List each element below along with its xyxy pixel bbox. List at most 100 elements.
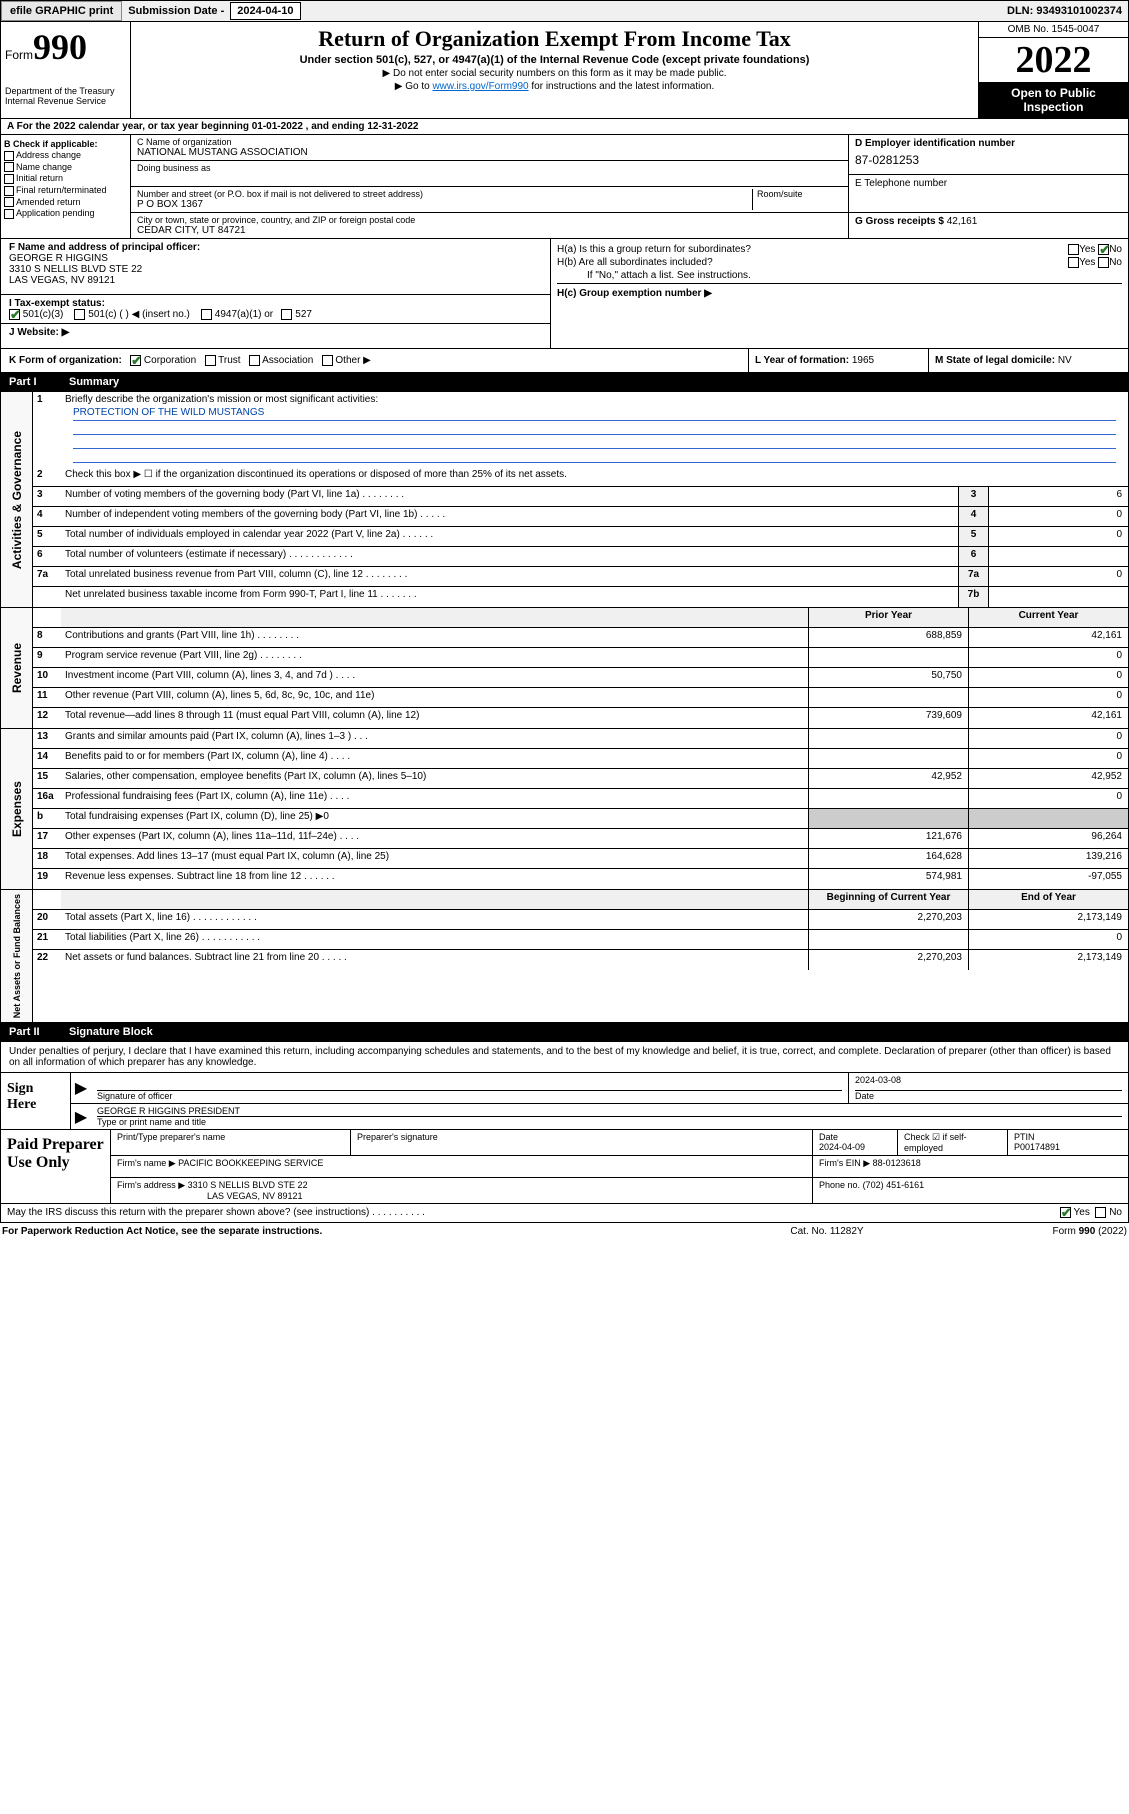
typed-name-label: Type or print name and title xyxy=(97,1117,1122,1127)
table-row: 17Other expenses (Part IX, column (A), l… xyxy=(33,829,1128,849)
chk-assoc[interactable] xyxy=(249,355,260,366)
section-b-c-d-e: B Check if applicable: Address change Na… xyxy=(0,135,1129,239)
prep-date-hdr: Date xyxy=(819,1132,891,1142)
dba-label: Doing business as xyxy=(137,163,842,173)
org-name: NATIONAL MUSTANG ASSOCIATION xyxy=(137,147,842,158)
discuss-yes[interactable] xyxy=(1060,1207,1071,1218)
ptin-hdr: PTIN xyxy=(1014,1132,1122,1142)
ha-yes[interactable] xyxy=(1068,244,1079,255)
mission-blank-1 xyxy=(73,421,1116,435)
officer-signature[interactable] xyxy=(97,1075,842,1091)
paid-preparer-label: Paid Preparer Use Only xyxy=(1,1130,111,1203)
table-row: 20Total assets (Part X, line 16) . . . .… xyxy=(33,910,1128,930)
top-toolbar: efile GRAPHIC print Submission Date - 20… xyxy=(0,0,1129,22)
hb-no[interactable] xyxy=(1098,257,1109,268)
summary-governance: Activities & Governance 1 Briefly descri… xyxy=(0,392,1129,608)
mission-text: PROTECTION OF THE WILD MUSTANGS xyxy=(73,407,1116,421)
hb-label: H(b) Are all subordinates included? xyxy=(557,257,1068,268)
chk-501c3[interactable] xyxy=(9,309,20,320)
firm-name-label: Firm's name ▶ xyxy=(117,1158,176,1168)
box-b: B Check if applicable: Address change Na… xyxy=(1,135,131,238)
table-row: 8Contributions and grants (Part VIII, li… xyxy=(33,628,1128,648)
form-header: Form990 Department of the Treasury Inter… xyxy=(0,22,1129,119)
ha-label: H(a) Is this a group return for subordin… xyxy=(557,244,1068,255)
city-label: City or town, state or province, country… xyxy=(137,215,842,225)
gross-receipts-value: 42,161 xyxy=(947,216,978,227)
form-number-box: Form990 Department of the Treasury Inter… xyxy=(1,22,131,118)
hb-no-label: No xyxy=(1109,257,1122,268)
table-row: 18Total expenses. Add lines 13–17 (must … xyxy=(33,849,1128,869)
chk-4947[interactable] xyxy=(201,309,212,320)
firm-phone: (702) 451-6161 xyxy=(863,1180,925,1190)
ha-no-label: No xyxy=(1109,244,1122,255)
ha-no[interactable] xyxy=(1098,244,1109,255)
chk-name-change[interactable]: Name change xyxy=(4,162,127,173)
table-row: 19Revenue less expenses. Subtract line 1… xyxy=(33,869,1128,889)
mission-blank-3 xyxy=(73,449,1116,463)
exp-label: Expenses xyxy=(8,777,26,841)
irs-link[interactable]: www.irs.gov/Form990 xyxy=(432,81,528,92)
part2-header: Part II Signature Block xyxy=(0,1023,1129,1042)
discuss-no[interactable] xyxy=(1095,1207,1106,1218)
chk-address-change[interactable]: Address change xyxy=(4,150,127,161)
opt-other: Other ▶ xyxy=(335,355,370,366)
hb-yes-label: Yes xyxy=(1079,257,1095,268)
box-b-label: B Check if applicable: xyxy=(4,139,127,149)
box-l: L Year of formation: 1965 xyxy=(748,349,928,372)
box-h: H(a) Is this a group return for subordin… xyxy=(551,239,1128,348)
subtitle-1: Under section 501(c), 527, or 4947(a)(1)… xyxy=(139,54,970,66)
boy-hdr: Beginning of Current Year xyxy=(808,890,968,909)
discuss-row: May the IRS discuss this return with the… xyxy=(0,1204,1129,1222)
chk-501c[interactable] xyxy=(74,309,85,320)
row-a-taxyear: A For the 2022 calendar year, or tax yea… xyxy=(0,119,1129,135)
table-row: 16aProfessional fundraising fees (Part I… xyxy=(33,789,1128,809)
form-label: Form xyxy=(5,48,33,62)
row-k-l-m: K Form of organization: Corporation Trus… xyxy=(0,349,1129,373)
officer-typed-name: GEORGE R HIGGINS PRESIDENT xyxy=(97,1106,1122,1117)
table-row: 11Other revenue (Part VIII, column (A), … xyxy=(33,688,1128,708)
table-row: 22Net assets or fund balances. Subtract … xyxy=(33,950,1128,970)
box-c: C Name of organization NATIONAL MUSTANG … xyxy=(131,135,848,238)
phone-label: E Telephone number xyxy=(855,178,1122,189)
table-row: 9Program service revenue (Part VIII, lin… xyxy=(33,648,1128,668)
section-f-h-i-j: F Name and address of principal officer:… xyxy=(0,239,1129,349)
omb-box: OMB No. 1545-0047 2022 Open to Public In… xyxy=(978,22,1128,118)
arrow-icon-2: ▶ xyxy=(75,1107,87,1127)
table-row: 15Salaries, other compensation, employee… xyxy=(33,769,1128,789)
submission-date: 2024-04-10 xyxy=(230,2,300,20)
chk-app-pending[interactable]: Application pending xyxy=(4,208,127,219)
form-number: 990 xyxy=(33,27,87,67)
table-row: 14Benefits paid to or for members (Part … xyxy=(33,749,1128,769)
chk-other[interactable] xyxy=(322,355,333,366)
box-k: K Form of organization: Corporation Trus… xyxy=(1,349,748,372)
hb-note: If "No," attach a list. See instructions… xyxy=(557,270,751,281)
chk-amended[interactable]: Amended return xyxy=(4,197,127,208)
open-inspection: Open to Public Inspection xyxy=(979,82,1128,118)
efile-button[interactable]: efile GRAPHIC print xyxy=(1,1,122,21)
city-value: CEDAR CITY, UT 84721 xyxy=(137,225,842,236)
chk-corp[interactable] xyxy=(130,355,141,366)
table-row: 5Total number of individuals employed in… xyxy=(33,527,1128,547)
current-year-hdr: Current Year xyxy=(968,608,1128,627)
sig-date-label: Date xyxy=(855,1091,1122,1101)
discuss-text: May the IRS discuss this return with the… xyxy=(7,1207,1060,1218)
street-value: P O BOX 1367 xyxy=(137,199,752,210)
title-box: Return of Organization Exempt From Incom… xyxy=(131,22,978,118)
part2-title: Signature Block xyxy=(69,1026,153,1038)
form-title: Return of Organization Exempt From Incom… xyxy=(139,26,970,52)
chk-527[interactable] xyxy=(281,309,292,320)
ptin-value: P00174891 xyxy=(1014,1142,1122,1152)
opt-trust: Trust xyxy=(218,355,240,366)
hb-yes[interactable] xyxy=(1068,257,1079,268)
prep-sig-hdr: Preparer's signature xyxy=(351,1130,813,1155)
table-row: 21Total liabilities (Part X, line 26) . … xyxy=(33,930,1128,950)
chk-initial-return[interactable]: Initial return xyxy=(4,173,127,184)
opt-assoc: Association xyxy=(262,355,313,366)
domicile: NV xyxy=(1058,355,1072,366)
chk-trust[interactable] xyxy=(205,355,216,366)
chk-final-return[interactable]: Final return/terminated xyxy=(4,185,127,196)
box-d-e-g: D Employer identification number 87-0281… xyxy=(848,135,1128,238)
sign-here-label: Sign Here xyxy=(1,1073,71,1129)
summary-expenses: Expenses 13Grants and similar amounts pa… xyxy=(0,729,1129,890)
year-formation: 1965 xyxy=(852,355,874,366)
